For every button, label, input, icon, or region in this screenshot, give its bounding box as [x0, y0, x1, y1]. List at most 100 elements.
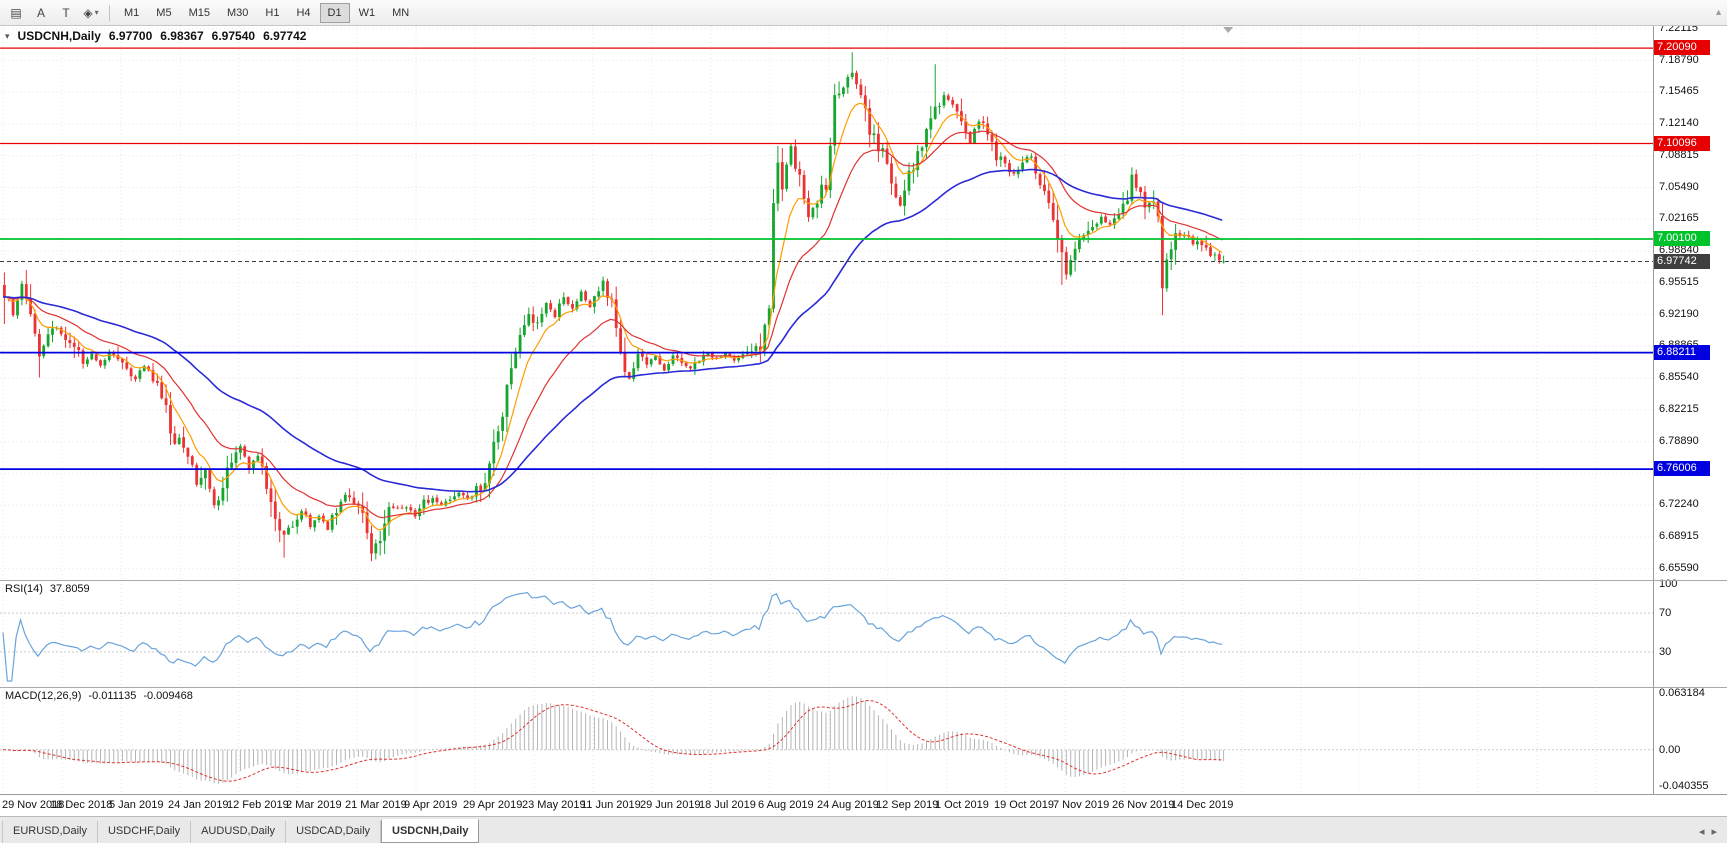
price-axis-label: 6.72240: [1659, 498, 1699, 511]
tab-usdcnh-daily[interactable]: USDCNH,Daily: [381, 819, 480, 843]
date-label: 29 Nov 2018: [2, 799, 65, 811]
low-value: 6.97540: [211, 29, 256, 43]
date-label: 6 Aug 2019: [758, 799, 814, 811]
tab-scroll-right-icon[interactable]: ▸: [1711, 826, 1717, 838]
date-label: 18 Jul 2019: [699, 799, 756, 811]
tab-scroll-controls: ◂ ▸: [1699, 825, 1727, 843]
date-label: 24 Aug 2019: [817, 799, 879, 811]
tab-audusd-daily[interactable]: AUDUSD,Daily: [191, 821, 287, 843]
rsi-axis-label: 30: [1659, 645, 1672, 658]
high-value: 6.98367: [160, 29, 204, 43]
date-label: 18 Dec 2018: [50, 799, 113, 811]
date-label: 26 Nov 2019: [1112, 799, 1175, 811]
cursor-tool-icon[interactable]: A: [29, 3, 53, 23]
timeframe-d1-button[interactable]: D1: [319, 2, 350, 23]
timeframe-m1-button[interactable]: M1: [116, 3, 147, 23]
chart-area: ▾ USDCNH,Daily 6.97700 6.98367 6.97540 6…: [0, 26, 1727, 816]
timeframe-mn-button[interactable]: MN: [384, 3, 417, 23]
timeframe-m5-button[interactable]: M5: [148, 3, 179, 23]
price-axis-label: 7.05490: [1659, 180, 1699, 193]
ma-fast-orange: [2, 102, 1223, 531]
timeframe-h1-button[interactable]: H1: [257, 3, 287, 23]
price-level-badge: 6.88211: [1654, 344, 1710, 360]
date-label: 7 Nov 2019: [1053, 799, 1110, 811]
text-tool-glyph: T: [62, 5, 70, 20]
timeframe-m30-button[interactable]: M30: [219, 3, 256, 23]
date-label: 12 Feb 2019: [227, 799, 289, 811]
rsi-value: 37.8059: [49, 583, 90, 595]
ma-slow-blue: [2, 168, 1223, 493]
date-label: 29 Jun 2019: [640, 799, 701, 811]
panel-separator[interactable]: [0, 580, 1727, 581]
macd-indicator-label: MACD(12,26,9) -0.011135 -0.009468: [5, 690, 193, 702]
date-label: 14 Dec 2019: [1171, 799, 1234, 811]
timeframe-m15-button[interactable]: M15: [181, 3, 218, 23]
macd-axis-label: 0.00: [1659, 743, 1681, 756]
price-axis-label: 6.65590: [1659, 561, 1699, 574]
scroll-up-icon[interactable]: ▲: [1714, 7, 1723, 17]
price-axis-label: 6.78890: [1659, 434, 1699, 447]
date-label: 11 Jun 2019: [581, 799, 641, 811]
tab-usdchf-daily[interactable]: USDCHF,Daily: [98, 821, 192, 843]
date-label: 19 Oct 2019: [994, 799, 1054, 811]
macd-axis-label: 0.063184: [1659, 687, 1705, 699]
price-axis-label: 6.98840: [1659, 244, 1699, 256]
candles: [3, 52, 1225, 562]
date-label: 5 Jan 2019: [109, 799, 164, 811]
price-level-badge: 7.20090: [1654, 40, 1710, 56]
main-chart[interactable]: [0, 26, 1653, 580]
price-level-badge: 6.76006: [1654, 461, 1710, 477]
rsi-axis-label: 100: [1659, 578, 1678, 590]
macd-signal-line: [3, 699, 1223, 782]
price-axis-label: 7.08815: [1659, 148, 1699, 161]
tab-usdcad-daily[interactable]: USDCAD,Daily: [286, 821, 382, 843]
chart-shift-marker-icon[interactable]: [1223, 27, 1234, 33]
timeframe-w1-button[interactable]: W1: [351, 3, 384, 23]
macd-main-value: -0.011135: [88, 690, 137, 702]
date-label: 23 May 2019: [522, 799, 586, 811]
date-label: 21 Mar 2019: [345, 799, 407, 811]
panel-separator[interactable]: [0, 687, 1727, 688]
price-axis-label: 7.12140: [1659, 117, 1699, 129]
macd-signal-value: -0.009468: [143, 690, 193, 702]
macd-panel[interactable]: [0, 687, 1653, 794]
price-level-badge: 7.00100: [1654, 231, 1710, 246]
toolbar-separator: [109, 4, 110, 21]
toolbar: ▤ A T ◈ ▾ M1 M5 M15 M30 H1 H4 D1 W1 MN ▲: [0, 0, 1727, 26]
cursor-tool-glyph: A: [36, 5, 45, 20]
tab-scroll-left-icon[interactable]: ◂: [1698, 826, 1705, 838]
rsi-panel[interactable]: [0, 580, 1653, 687]
chart-tabbar: EURUSD,Daily USDCHF,Daily AUDUSD,Daily U…: [0, 816, 1727, 843]
price-level-badge: 6.97742: [1654, 253, 1710, 269]
chevron-down-icon: ▾: [94, 8, 99, 17]
date-label: 9 Apr 2019: [404, 799, 458, 811]
open-value: 6.97700: [108, 29, 153, 43]
symbol-label: USDCNH,Daily: [17, 29, 101, 43]
price-axis-label: 6.92190: [1659, 307, 1699, 320]
chart-list-glyph: ▤: [10, 5, 22, 20]
price-axis-label: 6.95515: [1659, 275, 1699, 288]
date-label: 29 Apr 2019: [463, 799, 523, 811]
macd-axis-label: -0.040355: [1659, 780, 1709, 792]
close-value: 6.97742: [263, 29, 307, 43]
rsi-name: RSI(14): [5, 583, 43, 595]
macd-histogram: [8, 696, 1225, 784]
price-axis-label: 6.85540: [1659, 371, 1699, 384]
text-tool-icon[interactable]: T: [54, 3, 78, 23]
tab-eurusd-daily[interactable]: EURUSD,Daily: [2, 821, 98, 843]
timeframe-h4-button[interactable]: H4: [288, 3, 318, 23]
chart-dropdown-icon[interactable]: ▾: [5, 30, 10, 41]
date-label: 2 Mar 2019: [286, 799, 342, 811]
price-axis[interactable]: 7.22115 7.18790 7.15465 7.12140 7.08815 7.054…: [1653, 26, 1727, 794]
date-axis[interactable]: 29 Nov 2018 18 Dec 2018 5 Jan 2019 24 Jan 2…: [0, 794, 1727, 816]
date-label: 1 Oct 2019: [935, 799, 989, 811]
price-axis-label: 7.15465: [1659, 85, 1699, 98]
shapes-tool-icon[interactable]: ◈ ▾: [79, 3, 103, 23]
date-label: 12 Sep 2019: [876, 799, 939, 811]
price-axis-label: 6.68915: [1659, 529, 1699, 542]
price-axis-label: 7.18790: [1659, 53, 1699, 66]
price-axis-label: 6.82215: [1659, 402, 1699, 415]
date-label: 24 Jan 2019: [168, 799, 229, 811]
chart-list-icon[interactable]: ▤: [4, 3, 28, 23]
